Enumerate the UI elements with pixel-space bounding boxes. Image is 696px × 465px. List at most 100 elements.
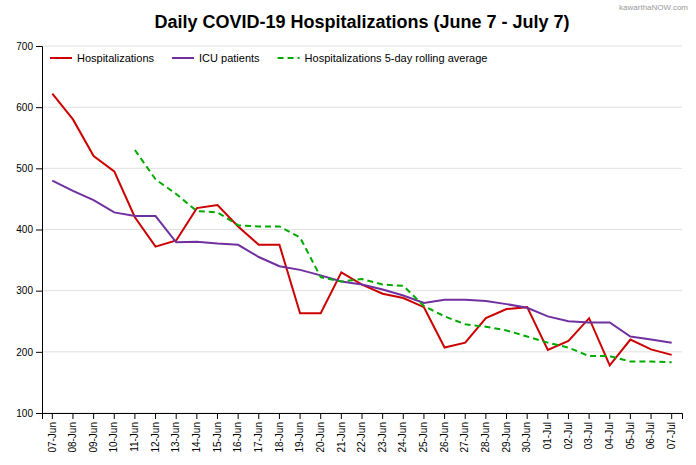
- grid: [42, 46, 682, 413]
- legend-item: Hospitalizations: [50, 52, 155, 64]
- series-group: [52, 94, 671, 366]
- tick: 20-Jun: [315, 413, 326, 453]
- tick: 200: [16, 347, 42, 358]
- legend: Hospitalizations ICU patients Hospitalizat…: [50, 52, 487, 64]
- tick-label: 29-Jun: [501, 422, 512, 453]
- tick-mark: [382, 413, 383, 419]
- tick-mark: [93, 413, 94, 419]
- tick-mark: [36, 230, 42, 231]
- tick: 18-Jun: [274, 413, 285, 453]
- tick-mark: [444, 413, 445, 419]
- legend-label: Hospitalizations 5-day rolling average: [305, 52, 488, 64]
- tick: 700: [16, 41, 42, 52]
- tick-label: 24-Jun: [397, 422, 408, 453]
- tick-label: 30-Jun: [521, 422, 532, 453]
- tick-label: 700: [16, 41, 33, 52]
- tick-label: 600: [16, 102, 33, 113]
- tick-label: 04-Jul: [604, 422, 615, 449]
- tick: 26-Jun: [439, 413, 450, 453]
- grid-line: [42, 107, 682, 108]
- tick-label: 15-Jun: [212, 422, 223, 453]
- tick-label: 18-Jun: [274, 422, 285, 453]
- tick-mark: [300, 413, 301, 419]
- tick-label: 16-Jun: [232, 422, 243, 453]
- tick: 28-Jun: [480, 413, 491, 453]
- tick-label: 19-Jun: [294, 422, 305, 453]
- tick: 17-Jun: [253, 413, 264, 453]
- tick-label: 17-Jun: [253, 422, 264, 453]
- legend-label: ICU patients: [199, 52, 260, 64]
- tick-label: 400: [16, 224, 33, 235]
- tick-mark: [36, 352, 42, 353]
- axis-line: [36, 47, 43, 414]
- tick-mark: [258, 413, 259, 419]
- tick: 500: [16, 163, 42, 174]
- tick-mark: [362, 413, 363, 419]
- tick-label: 13-Jun: [170, 422, 181, 453]
- tick-label: 26-Jun: [439, 422, 450, 453]
- legend-item: ICU patients: [172, 52, 260, 64]
- tick: 19-Jun: [294, 413, 305, 453]
- tick-mark: [651, 413, 652, 419]
- tick-label: 11-Jun: [129, 422, 140, 452]
- legend-item: Hospitalizations 5-day rolling average: [278, 52, 488, 64]
- tick-label: 14-Jun: [191, 422, 202, 453]
- tick: 13-Jun: [170, 413, 181, 453]
- tick: 21-Jun: [336, 413, 347, 453]
- tick-mark: [589, 413, 590, 419]
- tick-label: 02-Jul: [563, 422, 574, 449]
- tick-mark: [238, 413, 239, 419]
- tick-label: 03-Jul: [583, 422, 594, 449]
- tick-label: 200: [16, 347, 33, 358]
- legend-swatch: [172, 57, 194, 59]
- tick-mark: [527, 413, 528, 419]
- tick-mark: [423, 413, 424, 419]
- annotation: kawarthaNOW.com: [619, 3, 688, 12]
- tick-label: 09-Jun: [88, 422, 99, 453]
- tick-mark: [279, 413, 280, 419]
- plot-area: 10020030040050060070007-Jun08-Jun09-Jun1…: [16, 41, 682, 453]
- tick: 12-Jun: [150, 413, 161, 453]
- tick-label: 100: [16, 408, 33, 419]
- tick-label: 25-Jun: [418, 422, 429, 453]
- tick: 01-Jul: [542, 413, 553, 449]
- tick: 11-Jun: [129, 413, 140, 452]
- tick: 10-Jun: [108, 413, 119, 453]
- tick: 23-Jun: [377, 413, 388, 453]
- tick-mark: [72, 413, 73, 419]
- tick: 300: [16, 285, 42, 296]
- tick-mark: [609, 413, 610, 419]
- grid-line: [42, 229, 682, 230]
- tick: 24-Jun: [397, 413, 408, 453]
- tick: 16-Jun: [232, 413, 243, 453]
- tick-label: 07-Jul: [666, 422, 677, 449]
- tick-mark: [568, 413, 569, 419]
- tick-label: 10-Jun: [108, 422, 119, 453]
- tick: 14-Jun: [191, 413, 202, 453]
- tick: 08-Jun: [67, 413, 78, 453]
- grid-line: [42, 290, 682, 291]
- tick-mark: [52, 413, 53, 419]
- tick-mark: [320, 413, 321, 419]
- tick: 25-Jun: [418, 413, 429, 453]
- legend-swatch: [278, 57, 300, 59]
- line-series: [52, 181, 671, 343]
- tick-mark: [36, 46, 42, 47]
- tick-mark: [485, 413, 486, 419]
- title: Daily COVID-19 Hospitalizations (June 7 …: [154, 12, 569, 32]
- legend-label: Hospitalizations: [77, 52, 155, 64]
- tick-label: 28-Jun: [480, 422, 491, 453]
- chart: kawarthaNOW.com Daily COVID-19 Hospitaliz…: [0, 0, 696, 465]
- tick-label: 500: [16, 163, 33, 174]
- tick-label: 08-Jun: [67, 422, 78, 453]
- tick: 400: [16, 224, 42, 235]
- tick: 03-Jul: [583, 413, 594, 449]
- tick-mark: [114, 413, 115, 419]
- tick: 22-Jun: [356, 413, 367, 453]
- tick-label: 06-Jul: [645, 422, 656, 449]
- tick: 06-Jul: [645, 413, 656, 449]
- tick-mark: [341, 413, 342, 419]
- legend-swatch: [50, 57, 72, 59]
- grid-line: [42, 168, 682, 169]
- tick-label: 05-Jul: [625, 422, 636, 449]
